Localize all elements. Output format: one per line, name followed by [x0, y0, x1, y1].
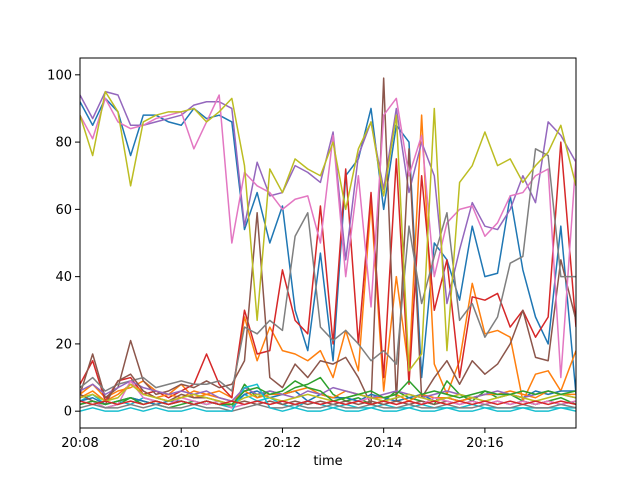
x-tick-label: 20:14	[365, 436, 402, 451]
x-tick-label: 20:12	[264, 436, 301, 451]
x-tick-label: 20:16	[466, 436, 503, 451]
y-tick-label: 100	[47, 68, 72, 83]
series-line-7	[80, 94, 576, 379]
series-line-18	[80, 383, 576, 412]
y-tick-label: 80	[55, 136, 72, 151]
x-axis: 20:08 20:10 20:12 20:14 20:16	[61, 428, 504, 451]
series-line-9	[80, 90, 576, 372]
series-line-8	[80, 148, 576, 392]
series-line-17	[80, 383, 576, 406]
x-tick-label: 20:08	[61, 436, 98, 451]
y-tick-label: 0	[64, 405, 72, 420]
series-line-20	[80, 400, 576, 406]
x-axis-label: time	[313, 454, 342, 469]
series-line-16	[80, 403, 576, 412]
series-line-4	[80, 141, 576, 402]
x-tick-label: 20:10	[162, 436, 199, 451]
plot-frame	[79, 57, 577, 429]
y-tick-label: 60	[55, 203, 72, 218]
y-axis: 0 20 40 60 80 100	[47, 68, 80, 420]
y-tick-label: 20	[55, 337, 72, 352]
y-tick-label: 40	[55, 270, 72, 285]
series-layer	[80, 77, 576, 412]
series-line-1	[80, 97, 576, 395]
